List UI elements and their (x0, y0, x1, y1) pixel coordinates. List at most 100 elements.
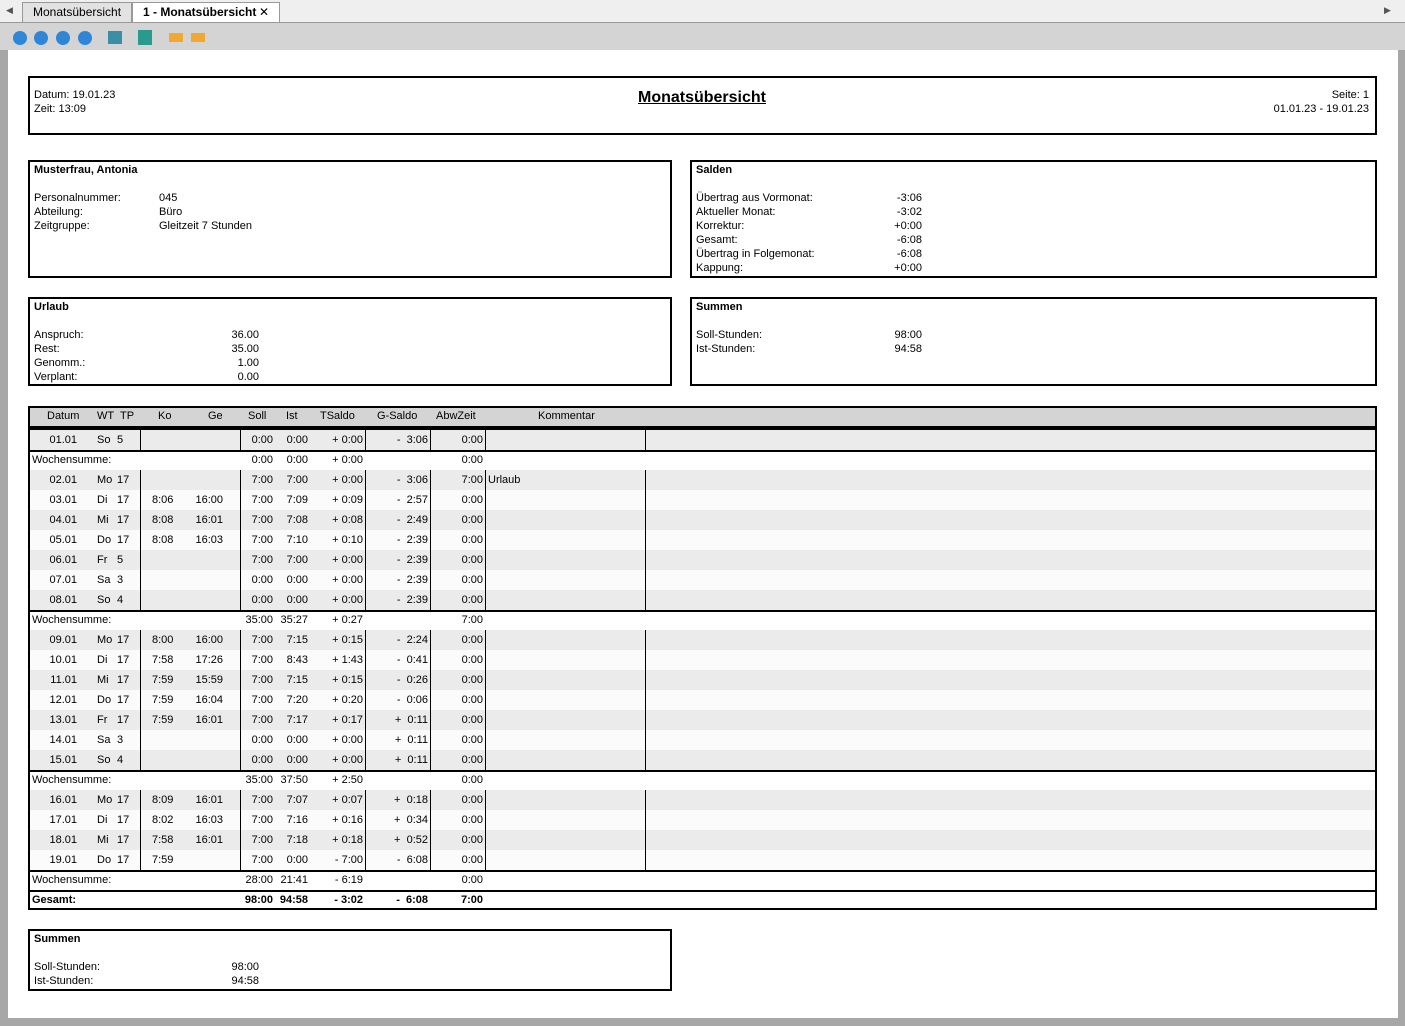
urlaub-box (28, 297, 672, 386)
cell-divider (430, 750, 431, 770)
previous-button[interactable] (34, 31, 48, 45)
cell-wt: Di (97, 654, 108, 666)
cell-gsaldo: - 2:24 (396, 634, 428, 646)
cell-soll: 7:00 (251, 514, 273, 526)
box-title: Summen (34, 933, 81, 945)
cell-abwzeit: 7:00 (461, 474, 483, 486)
cell-abwzeit: 0:00 (461, 734, 483, 746)
next-button[interactable] (56, 31, 70, 45)
row-bg (30, 590, 1375, 610)
field-label: Aktueller Monat: (696, 206, 776, 218)
cell-divider (140, 810, 141, 830)
sum-tsaldo: - 3:02 (334, 894, 363, 906)
cell-divider (430, 630, 431, 650)
cell-soll: 7:00 (251, 654, 273, 666)
box-title: Summen (696, 301, 743, 313)
cell-abwzeit: 0:00 (461, 514, 483, 526)
cell-tp: 17 (117, 814, 130, 826)
cell-tp: 17 (117, 494, 130, 506)
sum-label: Wochensumme: (32, 454, 112, 466)
tab-active[interactable]: 1 - Monatsübersicht ✕ (132, 2, 280, 22)
cell-divider (645, 430, 646, 450)
cell-wt: Mi (97, 834, 109, 846)
cell-gsaldo: + 0:11 (394, 734, 428, 746)
sum-soll: 98:00 (244, 894, 273, 906)
first-button[interactable] (13, 31, 27, 45)
cell-divider (485, 850, 486, 870)
cell-divider (240, 570, 241, 590)
column-header: Kommentar (538, 410, 595, 422)
print-button[interactable] (108, 31, 122, 44)
tab-scroll-right[interactable]: ▶ (1384, 5, 1391, 15)
cell-tp: 3 (117, 734, 124, 746)
cell-wt: Mo (97, 634, 113, 646)
cell-divider (645, 630, 646, 650)
cell-ko: 7:59 (152, 854, 174, 866)
cell-datum: 14.01 (49, 734, 77, 746)
sum-ist: 35:27 (280, 614, 308, 626)
sum-label: Wochensumme: (32, 614, 112, 626)
cell-tp: 4 (117, 594, 124, 606)
cell-soll: 7:00 (251, 674, 273, 686)
cell-tp: 17 (117, 534, 130, 546)
cell-divider (645, 850, 646, 870)
cell-divider (365, 690, 366, 710)
column-header: G-Saldo (377, 410, 418, 422)
sum-soll: 28:00 (245, 874, 273, 886)
cell-soll: 7:00 (251, 714, 273, 726)
row-bg (30, 510, 1375, 530)
cell-divider (645, 790, 646, 810)
cell-tsaldo: + 0:08 (332, 514, 363, 526)
cell-gsaldo: - 6:08 (396, 854, 428, 866)
csv-button[interactable] (138, 30, 152, 45)
cell-ist: 7:18 (286, 834, 308, 846)
cell-datum: 04.01 (49, 514, 77, 526)
cell-ko: 8:06 (152, 494, 174, 506)
sum-ist: 0:00 (286, 454, 308, 466)
sum-row-bg (28, 610, 1377, 630)
row-bg (30, 470, 1375, 490)
tab-close[interactable]: ✕ (258, 5, 269, 19)
cell-ist: 7:15 (286, 634, 308, 646)
cell-abwzeit: 0:00 (461, 554, 483, 566)
zoom-button[interactable] (169, 33, 183, 42)
sum-abwzeit: 0:00 (461, 454, 483, 466)
cell-datum: 16.01 (49, 794, 77, 806)
cell-divider (240, 850, 241, 870)
cell-divider (485, 690, 486, 710)
cell-divider (485, 510, 486, 530)
cell-ko: 8:09 (152, 794, 174, 806)
cell-datum: 03.01 (49, 494, 77, 506)
cell-ge: 16:01 (195, 514, 223, 526)
cell-wt: Sa (97, 574, 111, 586)
field-value: 98:00 (231, 961, 259, 973)
row-bg (30, 550, 1375, 570)
cell-ko: 7:59 (152, 694, 174, 706)
cell-datum: 15.01 (49, 754, 77, 766)
cell-wt: So (97, 754, 111, 766)
cell-divider (140, 670, 141, 690)
cell-ist: 7:00 (286, 554, 308, 566)
zoom-button[interactable] (191, 33, 205, 42)
cell-tp: 17 (117, 714, 130, 726)
cell-divider (140, 830, 141, 850)
cell-divider (240, 550, 241, 570)
cell-wt: Do (97, 534, 112, 546)
cell-soll: 7:00 (251, 694, 273, 706)
sum-row-bg (28, 450, 1377, 470)
cell-divider (645, 490, 646, 510)
cell-ist: 7:10 (286, 534, 308, 546)
cell-ist: 0:00 (286, 754, 308, 766)
cell-tp: 17 (117, 654, 130, 666)
print-time: Zeit: 13:09 (34, 103, 86, 115)
tab-scroll-left[interactable]: ◀ (6, 5, 13, 15)
cell-divider (365, 570, 366, 590)
tab[interactable]: Monatsübersicht (22, 2, 132, 22)
sum-tsaldo: + 2:50 (332, 774, 363, 786)
last-button[interactable] (78, 31, 92, 45)
cell-divider (645, 510, 646, 530)
cell-gsaldo: + 0:11 (394, 714, 428, 726)
column-header: Soll (248, 410, 267, 422)
cell-divider (430, 830, 431, 850)
cell-ko: 7:58 (152, 834, 174, 846)
